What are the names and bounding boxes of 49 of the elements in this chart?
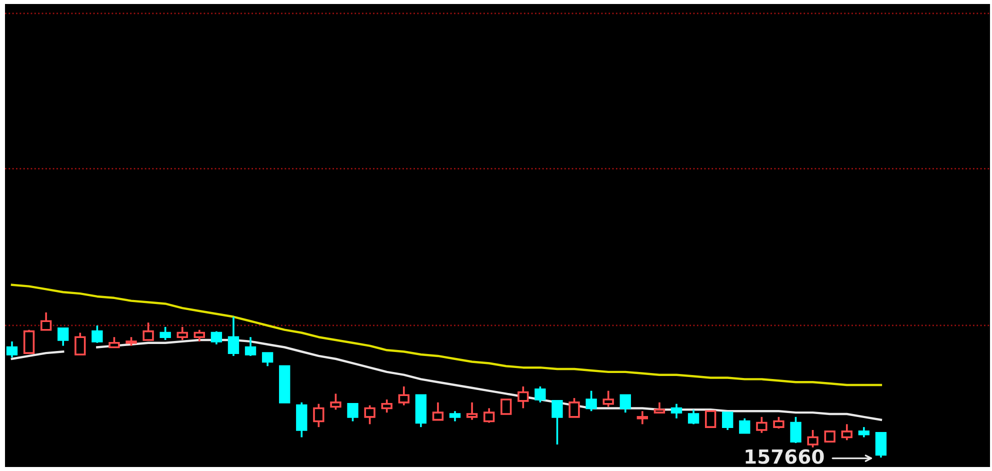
candlestick [364, 404, 376, 426]
candlestick [432, 402, 444, 421]
candlestick [739, 417, 750, 434]
annotation: 157660 [746, 449, 824, 464]
candlestick [176, 326, 188, 341]
candlestick [518, 386, 529, 410]
candlestick [244, 336, 256, 357]
candlestick [262, 352, 274, 368]
candlestick [160, 326, 171, 341]
candlestick [586, 390, 597, 412]
candlestick [670, 402, 682, 420]
candlestick [228, 316, 240, 357]
candlestick [347, 402, 358, 422]
candlestick [210, 330, 222, 346]
candlestick [23, 328, 35, 354]
candlestick [722, 412, 734, 431]
candlestick [824, 430, 836, 443]
candlestick [500, 398, 512, 415]
candlestick [790, 416, 802, 444]
candlestick [841, 423, 852, 442]
candlestick [381, 398, 392, 414]
candlestick [449, 410, 461, 422]
candlestick [142, 322, 154, 341]
candlestick [688, 408, 700, 426]
candlestick [534, 386, 546, 404]
candlestick [858, 426, 870, 438]
candlestick [654, 402, 666, 414]
candlestick [756, 416, 768, 434]
candlestick [6, 340, 18, 358]
candlestick [636, 410, 648, 426]
candlestick [398, 386, 410, 406]
candlestick [108, 336, 120, 348]
candlestick [58, 327, 69, 347]
candlestick [313, 402, 324, 428]
candlestick [466, 402, 478, 421]
candlestick [552, 400, 563, 446]
candlestick [602, 390, 614, 408]
candlestick [620, 394, 631, 414]
candlestick [704, 410, 716, 428]
candlestick [483, 407, 495, 424]
candlestick [773, 416, 784, 430]
candlestick [194, 328, 205, 342]
candlestick [568, 397, 580, 418]
candlestick [92, 324, 103, 344]
candlestick [807, 429, 818, 448]
candlestick [40, 312, 52, 331]
candlestick [74, 332, 86, 356]
candlestick [330, 392, 342, 411]
candlestick [875, 432, 887, 458]
